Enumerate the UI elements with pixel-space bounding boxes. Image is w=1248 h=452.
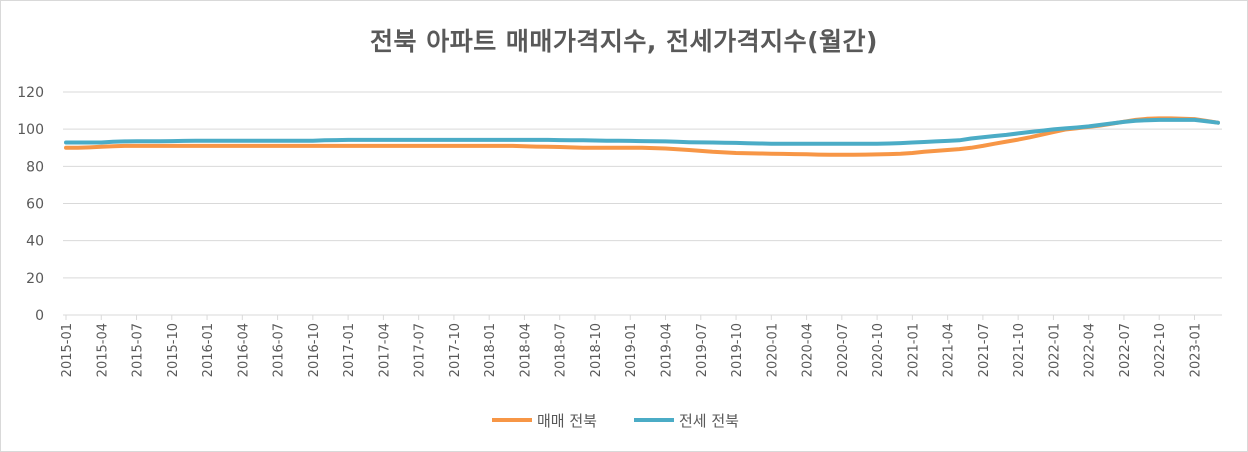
legend: 매매 전북 전세 전북 [492,412,739,430]
x-tick-label: 2022-04 [1083,323,1098,377]
x-tick-label: 2017-04 [377,323,392,377]
x-tick-label: 2018-01 [483,323,498,377]
x-tick-label: 2015-10 [166,323,181,377]
x-tick-label: 2015-01 [60,323,75,377]
x-tick-label: 2021-07 [977,323,992,377]
legend-label-jeonse: 전세 전북 [679,412,739,430]
x-tick-label: 2016-04 [236,323,251,377]
x-tick-label: 2022-07 [1118,323,1133,377]
x-tick-label: 2021-10 [1012,323,1027,377]
x-tick-label: 2015-04 [95,323,110,377]
x-tick-label: 2019-01 [624,323,639,377]
x-tick-label: 2020-10 [871,323,886,377]
x-tick-label: 2016-10 [307,323,322,377]
chart-title: 전북 아파트 매매가격지수, 전세가격지수(월간) [370,27,878,56]
y-tick-label: 20 [26,271,44,287]
y-tick-label: 80 [26,159,44,175]
series-lines [64,116,1220,157]
y-axis-ticks: 0 20 40 60 80 100 120 [17,85,44,324]
y-tick-label: 0 [35,308,44,324]
x-tick-label: 2023-01 [1188,323,1203,377]
x-tick-label: 2022-10 [1153,323,1168,377]
x-tick-label: 2017-07 [413,323,428,377]
y-tick-label: 120 [17,85,44,101]
legend-label-sale: 매매 전북 [537,412,597,430]
x-tick-label: 2017-01 [342,323,357,377]
x-tick-label: 2020-07 [836,323,851,377]
x-tick-label: 2020-01 [765,323,780,377]
gridlines [63,91,1222,316]
x-tick-label: 2021-04 [942,323,957,377]
x-tick-label: 2019-10 [730,323,745,377]
x-tick-label: 2022-01 [1047,323,1062,377]
x-tick-label: 2018-04 [518,323,533,377]
y-tick-label: 60 [26,197,44,213]
x-tick-label: 2021-01 [906,323,921,377]
x-tick-label: 2016-01 [201,323,216,377]
x-tick-label: 2019-07 [695,323,710,377]
y-tick-label: 40 [26,234,44,250]
x-tick-label: 2020-04 [801,323,816,377]
x-tick-label: 2018-10 [589,323,604,377]
series-line-jeonse [64,117,1220,146]
x-tick-label: 2018-07 [554,323,569,377]
series-line-sale [64,116,1220,157]
x-axis-ticks: 2015-01 2015-04 2015-07 2015-10 2016-01 2016-… [60,315,1203,377]
x-tick-label: 2017-10 [448,323,463,377]
x-tick-label: 2019-04 [660,323,675,377]
x-tick-label: 2015-07 [131,323,146,377]
x-tick-label: 2016-07 [272,323,287,377]
y-tick-label: 100 [17,122,44,138]
